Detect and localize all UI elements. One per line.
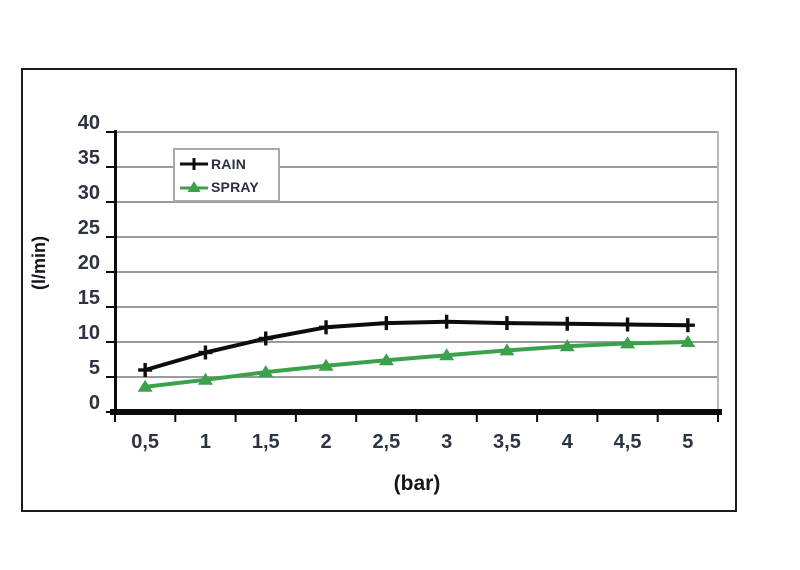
x-tick-label: 3 [441,431,453,453]
spray-series-line [144,340,688,389]
spray-marker [620,336,636,349]
x-tick-label: 4 [561,431,573,453]
spray-line-sample-icon [180,180,208,192]
spray-marker [680,335,696,347]
spray-marker [197,372,213,385]
x-tick-label: 1 [199,431,211,453]
rain-series-line [144,319,688,372]
spray-marker [439,348,455,361]
x-tick-label: 2,5 [372,431,401,453]
legend-item-spray: SPRAY [179,176,274,198]
spray-marker [137,379,153,392]
spray-marker [499,343,515,356]
x-tick-label: 4,5 [613,431,642,453]
x-tick-label: 5 [682,431,694,453]
legend-label-rain: RAIN [211,155,247,172]
spray-marker [378,353,394,366]
chart-frame [21,68,737,512]
x-axis-baseline [110,409,722,415]
y-tick-label: 40 [77,112,100,134]
rain-line-sample-icon [180,157,208,170]
legend-item-rain: RAIN [179,153,274,175]
spray-marker [318,358,334,371]
x-tick-label: 0,5 [131,431,160,453]
y-tick-label: 10 [77,322,100,344]
spray-marker [258,365,274,378]
y-tick-label: 35 [77,147,100,169]
x-tick-label: 2 [320,431,332,453]
y-tick-label: 20 [77,252,100,274]
y-tick-label: 25 [77,217,100,239]
x-tick-label: 1,5 [251,431,280,453]
legend: RAIN SPRAY [173,148,280,202]
y-axis-line [114,130,117,415]
x-tick-label: 3,5 [493,431,521,453]
y-tick-label: 0 [88,392,100,414]
y-tick-label: 30 [77,182,100,204]
spray-marker [559,339,575,352]
y-tick-label: 5 [88,357,100,379]
legend-label-spray: SPRAY [211,178,259,195]
y-tick-label: 15 [77,287,100,309]
x-axis-title: (bar) [393,472,441,495]
